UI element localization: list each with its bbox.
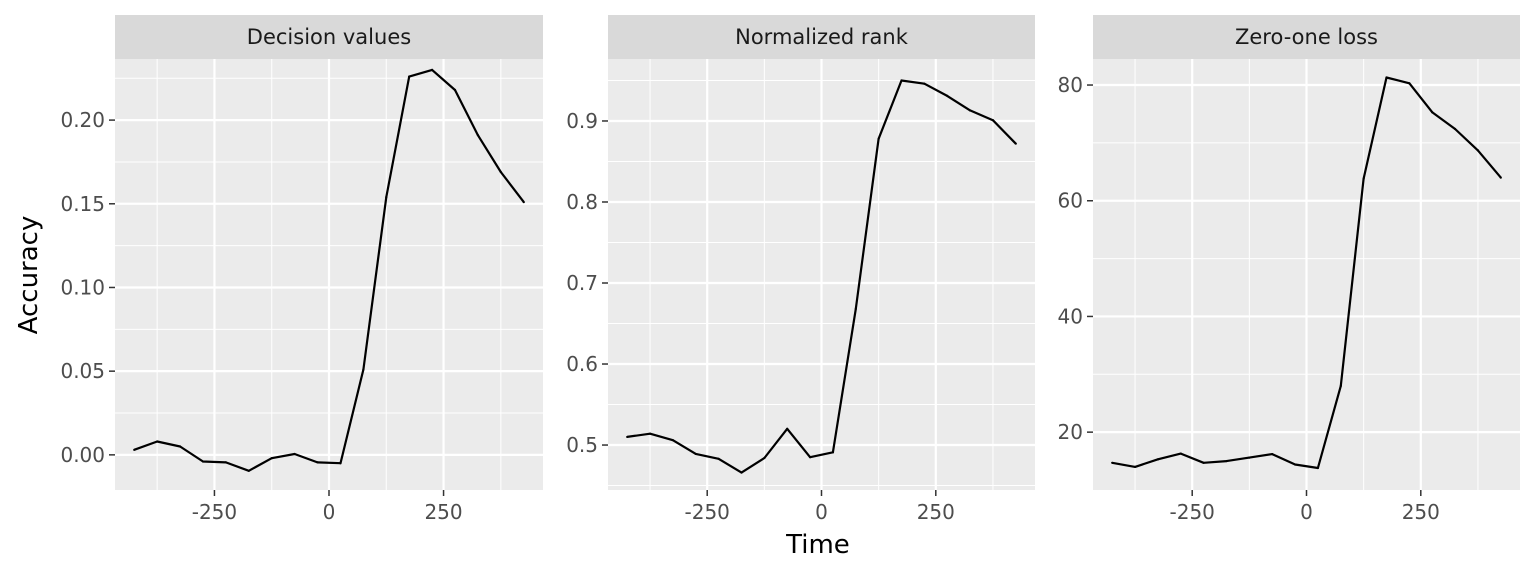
data-point (453, 88, 457, 92)
data-point (694, 452, 697, 456)
data-point (178, 445, 182, 448)
x-tick-label: -250 (192, 500, 237, 524)
data-point (522, 201, 525, 204)
y-tick-label: 60 (1058, 189, 1083, 213)
facet-strip (1093, 15, 1520, 59)
y-tick-label: 0.00 (60, 443, 105, 467)
data-point (1179, 452, 1182, 455)
data-point (1476, 149, 1480, 152)
y-tick-label: 0.7 (566, 271, 598, 295)
data-point (201, 460, 205, 463)
data-point (626, 435, 629, 439)
data-point (900, 79, 903, 82)
y-tick-label: 0.6 (566, 352, 598, 376)
data-point (991, 119, 995, 122)
data-point (1362, 177, 1365, 180)
data-point (133, 448, 136, 451)
facet-title: Zero-one loss (1235, 25, 1378, 49)
data-point (968, 109, 972, 112)
data-point (877, 137, 880, 140)
series-line (627, 79, 1017, 474)
data-point (224, 461, 227, 464)
facet-strip (115, 15, 543, 59)
data-point (408, 75, 411, 78)
data-point (1271, 453, 1274, 456)
y-tick-label: 80 (1058, 73, 1083, 97)
data-point (1014, 142, 1017, 145)
facet-panel-1: Decision values -250 0 250 0.00 0.05 0.10 0.15 0… (60, 15, 543, 524)
data-point (431, 68, 434, 71)
facet-title: Decision values (247, 25, 411, 49)
y-tick-label: 40 (1058, 304, 1083, 328)
series-line (1112, 76, 1502, 470)
x-tick-label: 0 (815, 500, 828, 524)
facet-title: Normalized rank (735, 25, 909, 49)
data-point (499, 170, 502, 174)
y-tick-label: 0.5 (566, 433, 598, 457)
data-point (1316, 466, 1320, 470)
data-point (648, 432, 652, 435)
y-tick-label: 20 (1058, 420, 1083, 444)
x-tick-label: -250 (685, 500, 730, 524)
data-point (671, 439, 675, 442)
data-point (786, 427, 789, 430)
data-point (270, 457, 273, 460)
data-point (1431, 111, 1434, 114)
data-point (316, 461, 319, 464)
y-tick-label: 0.05 (60, 359, 105, 383)
data-point (923, 82, 926, 85)
y-tick-label: 0.8 (566, 190, 598, 214)
data-point (1202, 461, 1205, 464)
data-point (1339, 384, 1342, 387)
data-point (1133, 465, 1137, 468)
x-tick-label: 250 (424, 500, 462, 524)
x-tick-label: 0 (1300, 500, 1313, 524)
data-point (476, 134, 480, 137)
data-point (717, 457, 720, 460)
y-tick-label: 0.15 (60, 192, 105, 216)
data-point (293, 452, 296, 456)
data-point (156, 440, 159, 443)
data-point (763, 456, 766, 460)
data-point (247, 469, 250, 472)
data-point (362, 368, 365, 371)
data-point (808, 456, 812, 459)
y-tick-label: 0.9 (566, 109, 598, 133)
x-tick-label: 0 (323, 500, 336, 524)
x-tick-label: 250 (917, 500, 955, 524)
data-point (1408, 82, 1411, 85)
data-point (339, 462, 342, 465)
x-tick-label: 250 (1402, 500, 1440, 524)
data-point (1156, 458, 1160, 461)
data-point (831, 451, 835, 454)
data-point (1453, 127, 1457, 131)
data-point (1111, 461, 1114, 464)
series-line (133, 68, 525, 472)
x-tick-label: -250 (1170, 500, 1215, 524)
x-axis-title: Time (785, 530, 850, 560)
facet-strip (608, 15, 1035, 59)
facet-panel-3: Zero-one loss -250 0 250 20 40 60 80 (1058, 15, 1520, 524)
data-point (1225, 459, 1228, 463)
data-point (385, 195, 388, 199)
y-tick-label: 0.10 (60, 275, 105, 299)
data-point (740, 471, 743, 474)
data-point (946, 94, 949, 97)
data-point (854, 307, 857, 311)
data-point (1385, 76, 1388, 79)
data-point (1293, 463, 1297, 466)
data-point (1248, 456, 1251, 459)
y-axis-title: Accuracy (14, 216, 44, 335)
data-point (1499, 176, 1502, 179)
y-tick-label: 0.20 (60, 108, 105, 132)
facet-panel-2: Normalized rank -250 0 250 0.5 0.6 0.7 0.8 0.9 (566, 15, 1035, 524)
